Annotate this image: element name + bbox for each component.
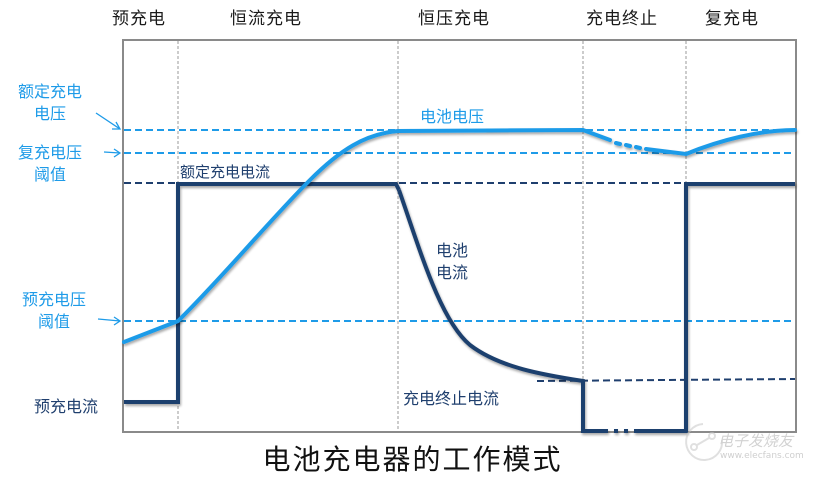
arrow-rated-voltage-icon xyxy=(95,112,122,130)
label-battery-current-line1: 电池 xyxy=(436,241,469,260)
battery-voltage-curve xyxy=(122,127,797,344)
label-recharge-threshold-line1: 复充电压 xyxy=(18,143,83,162)
phase-label-constant-current: 恒流充电 xyxy=(230,9,302,29)
termination-current-level xyxy=(536,378,796,382)
arrow-precharge-threshold-icon xyxy=(97,316,122,326)
label-battery-voltage: 电池电压 xyxy=(420,107,485,126)
label-recharge-threshold: 复充电压 阈值 xyxy=(18,142,82,186)
label-recharge-threshold-line2: 阈值 xyxy=(34,165,67,184)
label-rated-current: 额定充电电流 xyxy=(180,163,271,181)
watermark-name: 电子发烧友 xyxy=(718,432,794,450)
label-precharge-threshold-line1: 预充电压 xyxy=(22,290,87,309)
phase-dividers xyxy=(177,41,687,431)
pointer-arrows xyxy=(95,112,122,326)
label-rated-voltage-line1: 额定充电 xyxy=(18,82,83,101)
chart-title: 电池充电器的工作模式 xyxy=(262,443,563,476)
phase-label-constant-voltage: 恒压充电 xyxy=(418,9,490,29)
watermark-logo-icon xyxy=(685,423,724,461)
label-battery-current: 电池 电流 xyxy=(436,240,468,284)
label-precharge-threshold-line2: 阈值 xyxy=(38,312,71,331)
phase-label-termination: 充电终止 xyxy=(586,9,658,29)
phase-label-precharge: 预充电 xyxy=(112,9,166,29)
battery-current-curve xyxy=(124,182,795,433)
chart-frame xyxy=(122,39,797,433)
label-precharge-current: 预充电流 xyxy=(34,397,99,416)
label-rated-voltage: 额定充电 电压 xyxy=(18,81,82,125)
label-rated-voltage-line2: 电压 xyxy=(34,104,67,123)
label-precharge-threshold: 预充电压 阈值 xyxy=(22,289,86,333)
label-battery-current-line2: 电流 xyxy=(436,263,469,282)
arrow-recharge-threshold-icon xyxy=(103,148,122,158)
watermark-url: www.elecfans.com xyxy=(720,451,804,461)
phase-label-recharge: 复充电 xyxy=(705,9,759,29)
label-termination-current: 充电终止电流 xyxy=(403,389,500,408)
